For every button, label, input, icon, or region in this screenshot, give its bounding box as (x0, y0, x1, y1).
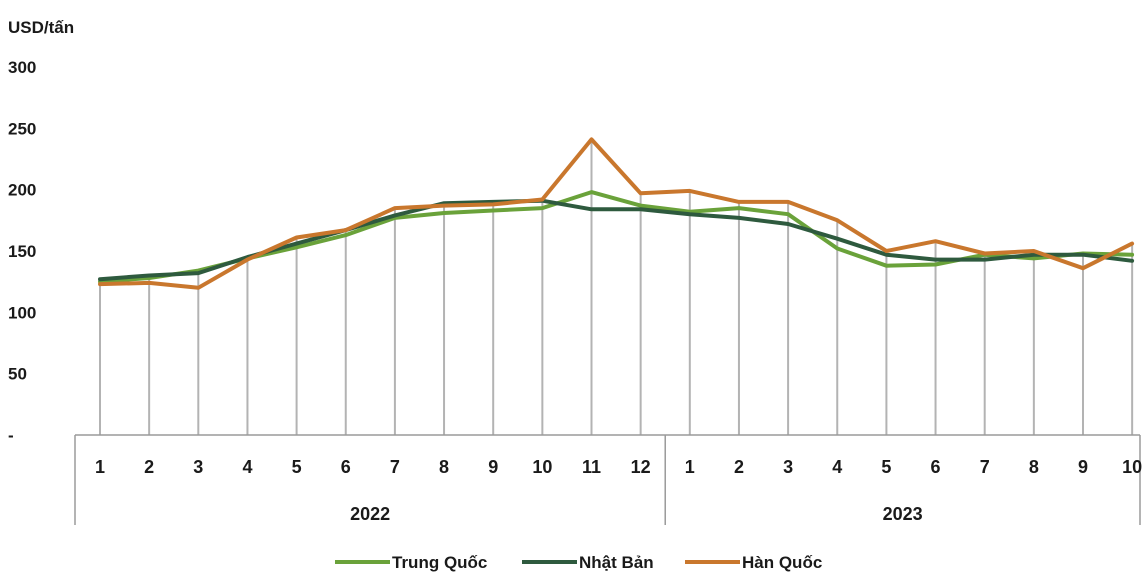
x-tick-label: 5 (881, 457, 891, 477)
x-tick-label: 6 (341, 457, 351, 477)
x-tick-label: 7 (980, 457, 990, 477)
x-tick-label: 6 (931, 457, 941, 477)
grid-lines (99, 139, 1134, 435)
y-tick-label: - (8, 426, 14, 445)
series-line-1 (98, 198, 1135, 282)
x-tick-label: 7 (390, 457, 400, 477)
y-tick-label: 200 (8, 181, 36, 200)
legend: Trung Quốc Nhật Bản Hàn Quốc (335, 553, 822, 572)
x-tick-label: 4 (242, 457, 252, 477)
y-axis-ticks: - 50 100 150 200 250 300 (8, 58, 36, 445)
x-tick-label: 3 (193, 457, 203, 477)
legend-label: Trung Quốc (392, 553, 487, 572)
legend-label: Nhật Bản (579, 553, 654, 572)
x-tick-label: 11 (582, 457, 601, 477)
y-tick-label: 150 (8, 242, 36, 261)
x-tick-label: 8 (1029, 457, 1039, 477)
x-tick-label: 1 (685, 457, 695, 477)
x-tick-label: 10 (1122, 457, 1142, 477)
x-tick-label: 9 (488, 457, 498, 477)
y-tick-label: 100 (8, 303, 36, 322)
y-axis-label: USD/tấn (8, 18, 74, 37)
y-tick-label: 250 (8, 119, 36, 138)
series-line-2 (98, 137, 1135, 290)
y-tick-label: 50 (8, 365, 27, 384)
x-tick-label: 12 (631, 457, 651, 477)
legend-label: Hàn Quốc (742, 553, 822, 572)
x-tick-label: 10 (532, 457, 552, 477)
x-group-label: 2022 (350, 504, 390, 524)
x-tick-label: 5 (292, 457, 302, 477)
series-lines (98, 137, 1135, 290)
x-tick-label: 3 (783, 457, 793, 477)
x-tick-label: 9 (1078, 457, 1088, 477)
series-line-0 (98, 190, 1135, 284)
x-group-label: 2023 (883, 504, 923, 524)
y-tick-label: 300 (8, 58, 36, 77)
x-tick-label: 4 (832, 457, 842, 477)
x-tick-label: 8 (439, 457, 449, 477)
x-tick-label: 2 (144, 457, 154, 477)
x-tick-label: 1 (95, 457, 105, 477)
x-tick-label: 2 (734, 457, 744, 477)
